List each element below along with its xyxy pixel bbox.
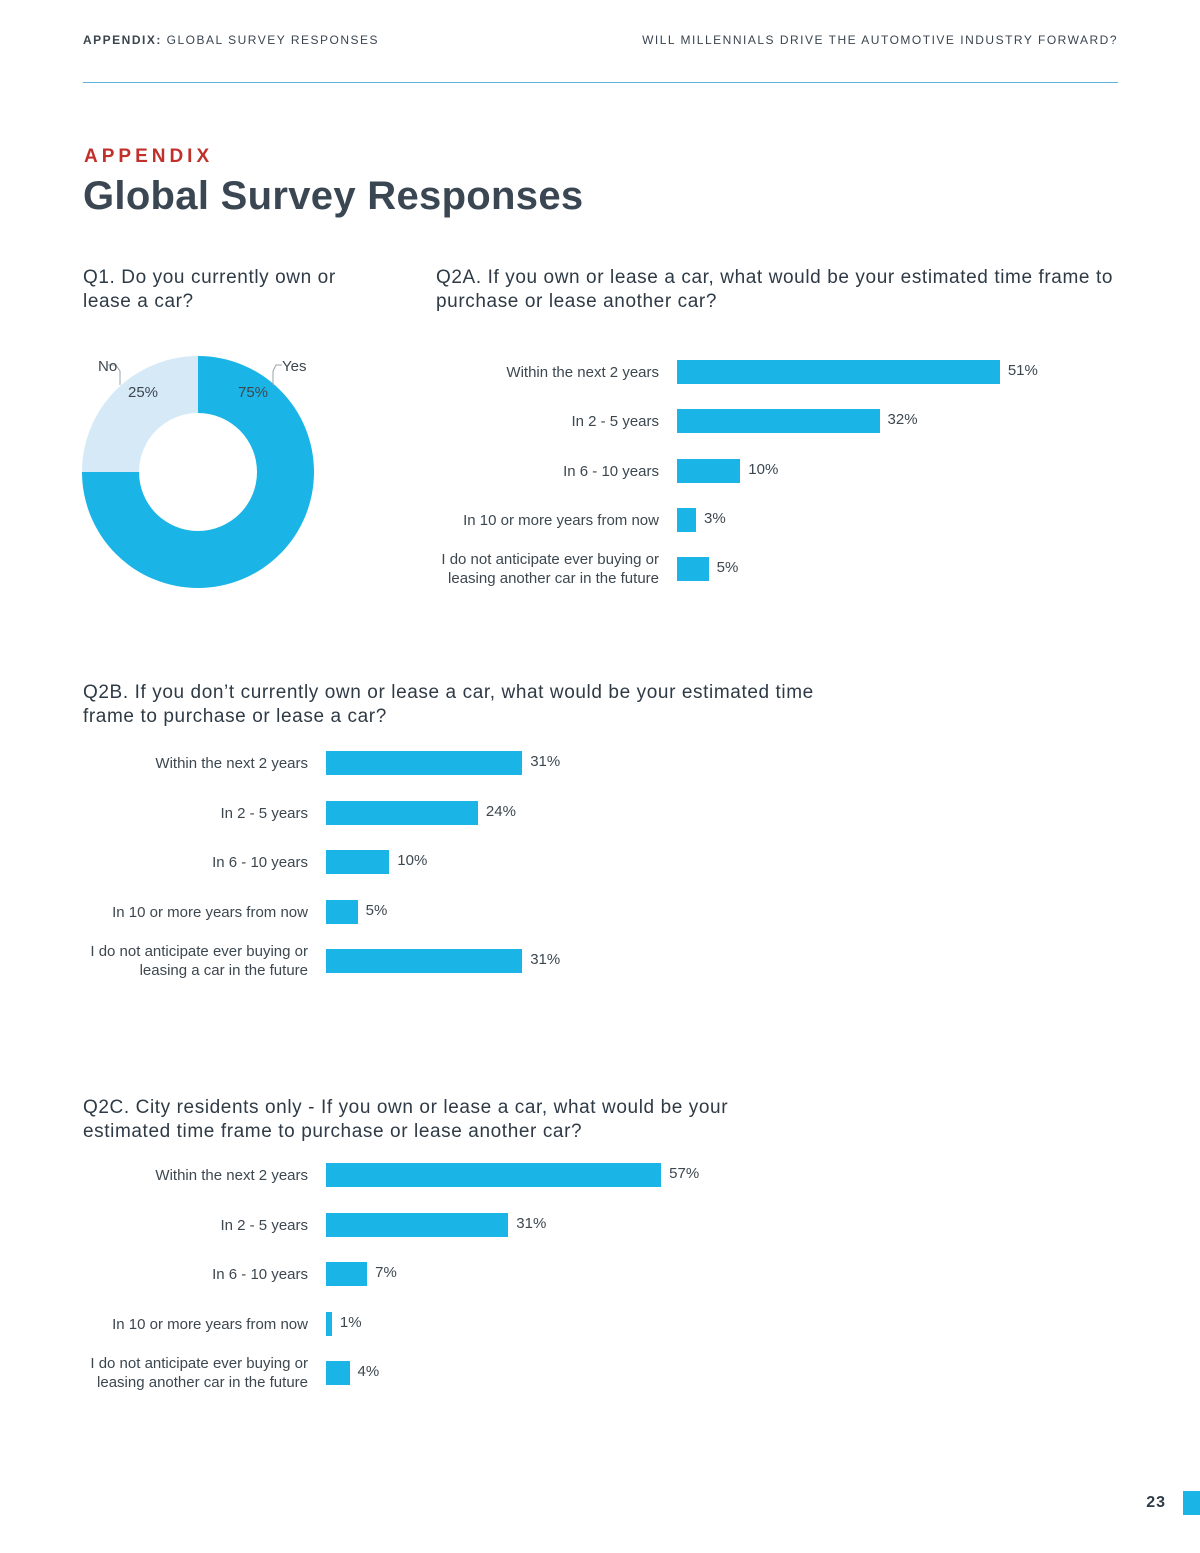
pie-category-label-yes: Yes <box>282 358 307 375</box>
bar-category-label: Within the next 2 years <box>155 755 308 772</box>
pie-slice-yes <box>82 356 314 588</box>
bar <box>326 899 358 924</box>
q2a-title: Q2A. If you own or lease a car, what wou… <box>436 267 1113 312</box>
bar-category-label: In 2 - 5 years <box>220 1216 308 1234</box>
bar-value-label: 24% <box>485 802 516 820</box>
bar <box>326 800 478 825</box>
bar-category-label: I do not anticipate ever buying or leasin… <box>419 550 659 588</box>
q1-donut-chart <box>82 356 314 588</box>
header-divider <box>83 82 1118 83</box>
bar <box>326 751 523 775</box>
bar-category-label: I do not anticipate ever buying or leasin… <box>68 1354 308 1392</box>
running-header-left: APPENDIX: GLOBAL SURVEY RESPONSES <box>83 33 379 47</box>
bar <box>677 557 709 582</box>
bar-category-label: In 2 - 5 years <box>220 804 308 822</box>
bar <box>326 1212 509 1237</box>
pie-value-label-yes: 75% <box>238 384 269 401</box>
bar-category-label: In 6 - 10 years <box>212 854 308 871</box>
bar-value-label: 57% <box>669 1165 700 1182</box>
bar <box>677 458 741 483</box>
bar-value-label: 3% <box>703 509 726 527</box>
bar <box>326 1262 368 1286</box>
section-kicker: APPENDIX <box>84 146 214 167</box>
bar <box>326 1361 350 1385</box>
pie-leader-no <box>108 364 121 385</box>
pie-slice-no <box>82 356 198 472</box>
bar-value-label: 7% <box>375 1264 397 1281</box>
bar <box>326 949 523 973</box>
bar-category-label-line: I do not anticipate ever buying or <box>90 1355 308 1372</box>
pie-category-label-no: No <box>98 358 118 375</box>
running-header-section: APPENDIX: <box>83 33 162 47</box>
bar-category-label-line: leasing another car in the future <box>448 570 659 588</box>
bar-category-label: In 6 - 10 years <box>563 462 659 480</box>
bar-value-label: 1% <box>339 1313 362 1331</box>
bar <box>326 1163 662 1187</box>
bar-category-label: In 6 - 10 years <box>212 1266 308 1283</box>
bar-value-label: 5% <box>365 901 388 919</box>
bar-category-label: In 2 - 5 years <box>571 413 659 431</box>
bar-category-label: In 10 or more years from now <box>112 1315 308 1333</box>
running-header-right: WILL MILLENNIALS DRIVE THE AUTOMOTIVE IN… <box>642 33 1118 47</box>
bar-value-label: 4% <box>357 1363 380 1380</box>
running-header-subsection: GLOBAL SURVEY RESPONSES <box>161 33 380 47</box>
bar-category-label-line: I do not anticipate ever buying or <box>441 551 659 569</box>
bar-category-label: In 10 or more years from now <box>112 903 308 921</box>
pie-value-label-no: 25% <box>128 384 159 401</box>
q2b-title: Q2B. If you don’t currently own or lease… <box>83 682 814 727</box>
bar-category-label-line: I do not anticipate ever buying or <box>90 943 308 960</box>
bar-category-label: Within the next 2 years <box>155 1167 308 1184</box>
bar <box>326 1311 332 1336</box>
bar-value-label: 31% <box>530 753 561 770</box>
bar-value-label: 31% <box>530 951 561 968</box>
page-number: 23 <box>1146 1494 1166 1511</box>
bar <box>677 409 880 434</box>
bar <box>677 507 696 532</box>
bar-value-label: 5% <box>716 559 739 577</box>
bar-value-label: 10% <box>748 460 779 478</box>
bar-value-label: 31% <box>516 1214 547 1232</box>
bar-category-label: Within the next 2 years <box>506 364 659 381</box>
bar <box>677 360 1000 384</box>
bar <box>326 850 390 874</box>
pie-leader-yes <box>272 364 282 385</box>
bar-value-label: 51% <box>1007 362 1038 379</box>
bar-value-label: 32% <box>887 411 918 429</box>
q2c-title: Q2C. City residents only - If you own or… <box>83 1097 729 1142</box>
bar-category-label-line: leasing another car in the future <box>97 1374 308 1391</box>
page-title: Global Survey Responses <box>83 174 584 218</box>
bar-category-label: In 10 or more years from now <box>463 511 659 529</box>
page-number-marker <box>1183 1491 1200 1515</box>
bar-category-label-line: leasing a car in the future <box>139 962 308 979</box>
bar-category-label: I do not anticipate ever buying or leasin… <box>68 942 308 980</box>
q1-title: Q1. Do you currently own or lease a car? <box>83 267 336 312</box>
bar-value-label: 10% <box>397 852 428 869</box>
